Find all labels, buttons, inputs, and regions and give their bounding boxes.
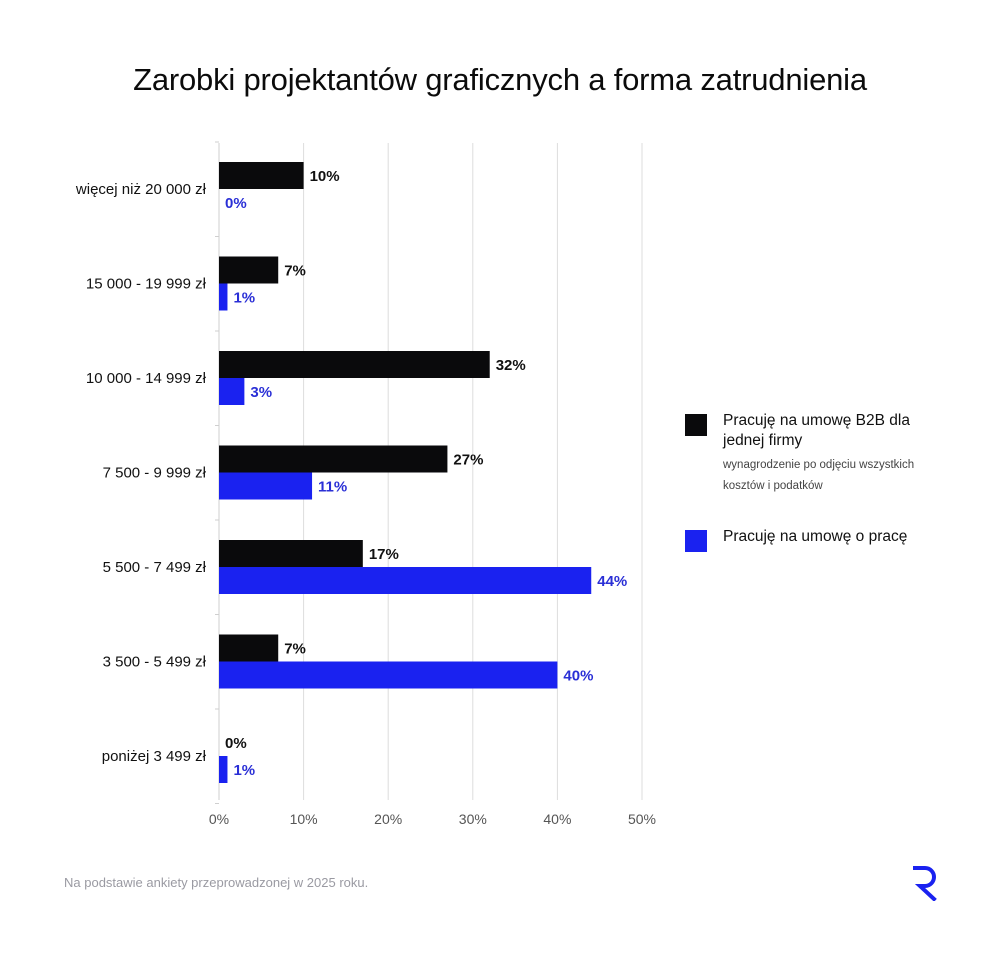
data-label-uop: 1%: [233, 762, 255, 779]
legend: Pracuję na umowę B2B dla jednej firmy wy…: [685, 411, 945, 552]
data-label-b2b: 7%: [284, 641, 306, 658]
data-label-b2b: 27%: [453, 452, 483, 469]
data-label-uop: 1%: [233, 290, 255, 307]
category-label: 10 000 - 14 999 zł: [86, 370, 207, 387]
bar-uop: [219, 661, 558, 689]
category-label: 15 000 - 19 999 zł: [86, 276, 207, 293]
bar-uop: [219, 378, 245, 405]
chart-title: Zarobki projektantów graficznych a forma…: [133, 62, 867, 97]
data-label-b2b: 0%: [225, 735, 247, 752]
legend-swatch-b2b: [685, 414, 707, 436]
data-label-uop: 3%: [250, 384, 272, 401]
x-tick-label: 50%: [628, 811, 656, 827]
bar-b2b: [219, 162, 304, 189]
legend-note-b2b: wynagrodzenie po odjęciu wszystkich kosz…: [723, 459, 915, 492]
legend-item-b2b: Pracuję na umowę B2B dla jednej firmy wy…: [685, 411, 945, 497]
data-label-uop: 40%: [563, 668, 593, 685]
legend-item-uop: Pracuję na umowę o pracę: [685, 527, 945, 552]
data-label-b2b: 10%: [310, 168, 340, 185]
data-label-uop: 0%: [225, 195, 247, 212]
legend-label-uop: Pracuję na umowę o pracę: [723, 528, 908, 545]
data-label-b2b: 32%: [496, 357, 526, 374]
bar-uop: [219, 472, 313, 500]
data-label-uop: 44%: [597, 573, 627, 590]
footnote: Na podstawie ankiety przeprowadzonej w 2…: [64, 875, 369, 890]
bar-uop: [219, 756, 228, 783]
legend-label-b2b: Pracuję na umowę B2B dla jednej firmy: [723, 412, 910, 449]
data-label-uop: 11%: [318, 479, 347, 496]
data-label-b2b: 7%: [284, 263, 306, 280]
bar-b2b: [219, 540, 363, 567]
bar-uop: [219, 283, 228, 311]
category-label: więcej niż 20 000 zł: [75, 181, 207, 198]
bar-b2b: [219, 256, 279, 284]
legend-swatch-uop: [685, 530, 707, 552]
bar-uop: [219, 567, 592, 594]
bar-b2b: [219, 351, 490, 378]
category-label: 7 500 - 9 999 zł: [103, 465, 207, 482]
category-label: 3 500 - 5 499 zł: [103, 654, 207, 671]
bar-b2b: [219, 634, 279, 662]
bar-b2b: [219, 445, 448, 473]
category-label: poniżej 3 499 zł: [102, 748, 207, 765]
x-tick-label: 0%: [209, 811, 229, 827]
x-tick-label: 20%: [374, 811, 402, 827]
x-tick-label: 10%: [290, 811, 318, 827]
x-tick-label: 30%: [459, 811, 487, 827]
bar-chart: 0% 10% 20% 30% 40% 50% więcej niż 20 000 zł 10…: [75, 141, 656, 827]
data-label-b2b: 17%: [369, 546, 399, 563]
x-tick-label: 40%: [543, 811, 571, 827]
category-label: 5 500 - 7 499 zł: [103, 559, 207, 576]
brand-logo-icon: [913, 866, 937, 901]
